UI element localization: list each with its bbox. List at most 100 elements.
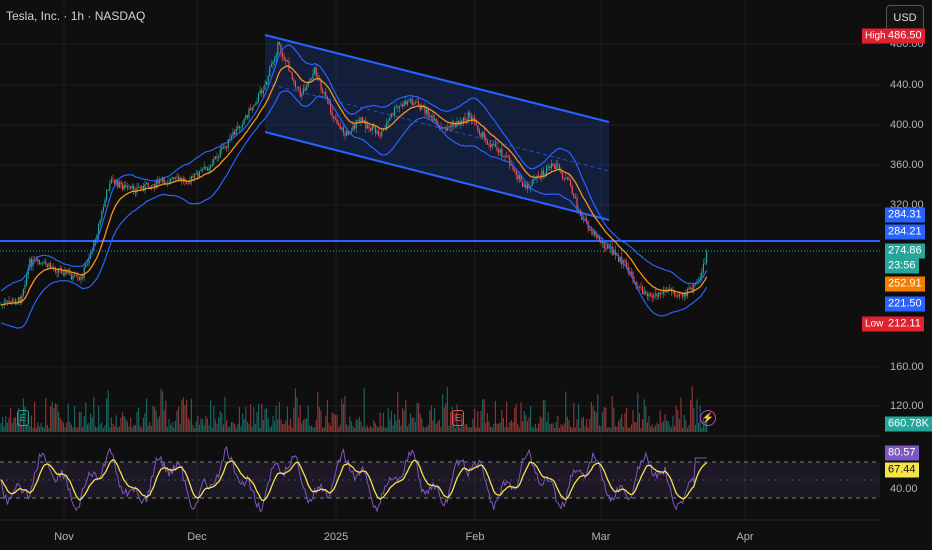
candle-body [418,101,420,106]
volume-bar [544,399,546,432]
volume-bar [46,424,48,432]
candle-body [330,103,332,113]
volume-bar [581,418,583,432]
candle-body [394,107,396,116]
candle-body [226,146,228,148]
volume-bar [318,407,320,432]
volume-bar [166,426,168,432]
candle-body [554,165,556,169]
candle-body [13,299,15,301]
volume-bar [304,419,306,432]
candle-body [630,271,632,274]
candle-body [6,300,8,302]
volume-bar [45,397,47,432]
volume-bar [243,419,245,432]
volume-bar [174,420,176,432]
candle-body [131,185,133,189]
candle-body [443,127,445,128]
volume-bar [34,402,36,432]
candle-body [350,130,352,134]
volume-bar [634,421,636,432]
volume-bar [579,427,581,432]
candle-body [440,127,442,129]
volume-bar [435,423,437,432]
volume-bar [328,423,330,432]
time-axis-label: Feb [465,531,485,543]
candle-body [267,76,269,82]
candle-body [514,169,516,171]
candle-body [563,178,565,180]
candle-body [203,166,205,170]
candle-body [45,261,47,265]
volume-bar [654,425,656,432]
candle-body [66,269,68,274]
volume-bar [291,427,293,432]
currency-button[interactable]: USD [886,5,924,31]
volume-bar [629,427,631,432]
candle-body [208,168,210,171]
bar-countdown-tag: 23:56 [885,258,919,274]
volume-bar [264,408,266,432]
volume-bar [386,427,388,432]
volume-bar [350,421,352,432]
candle-body [446,127,448,131]
volume-bar [352,426,354,432]
candle-body [302,88,304,94]
candle-body [437,122,439,126]
candle-body [538,175,540,177]
candle-body [339,125,341,130]
candle-body [683,292,685,297]
volume-bar [189,420,191,432]
candle-body [678,293,680,297]
candle-body [205,166,207,168]
candle-body [669,288,671,290]
candle-body [155,179,157,188]
earnings-event-icon[interactable]: E [452,410,464,426]
earnings-event-icon[interactable]: E [17,410,29,426]
volume-bar [490,426,492,432]
volume-bar [475,427,477,432]
volume-bar [494,400,496,432]
volume-bar [173,427,175,432]
candle-body [202,169,204,171]
candle-body [286,61,288,63]
lightning-event-icon[interactable]: ⚡ [700,410,716,426]
volume-bar [378,427,380,432]
volume-bar [341,399,343,432]
candle-body [432,115,434,121]
volume-bar [50,405,52,432]
volume-bar [448,425,450,432]
volume-bar [181,400,183,432]
candle-body [515,170,517,176]
volume-bar [251,426,253,432]
candle-body [520,175,522,182]
candle-body [357,119,359,121]
candle-body [123,185,125,190]
volume-bar [651,424,653,432]
candle-body [29,258,31,268]
volume-bar [218,417,220,432]
candle-body [125,185,127,188]
candle-body [379,135,381,137]
time-axis-label: Mar [591,531,611,543]
candle-body [187,183,189,185]
candle-body [574,197,576,199]
candle-body [675,295,677,297]
candle-body [366,125,368,129]
volume-bar [398,419,400,432]
candle-body [589,228,591,231]
volume-bar [162,391,164,432]
volume-bar [78,411,80,432]
candle-body [264,85,266,91]
volume-bar [197,415,199,432]
volume-bar [523,411,525,432]
candle-body [240,126,242,128]
volume-bar [330,425,332,432]
candle-body [699,277,701,282]
volume-bar [326,400,328,432]
volume-bar [682,427,684,432]
volume-bar [274,421,276,432]
volume-bar [278,401,280,432]
candle-body [640,286,642,288]
